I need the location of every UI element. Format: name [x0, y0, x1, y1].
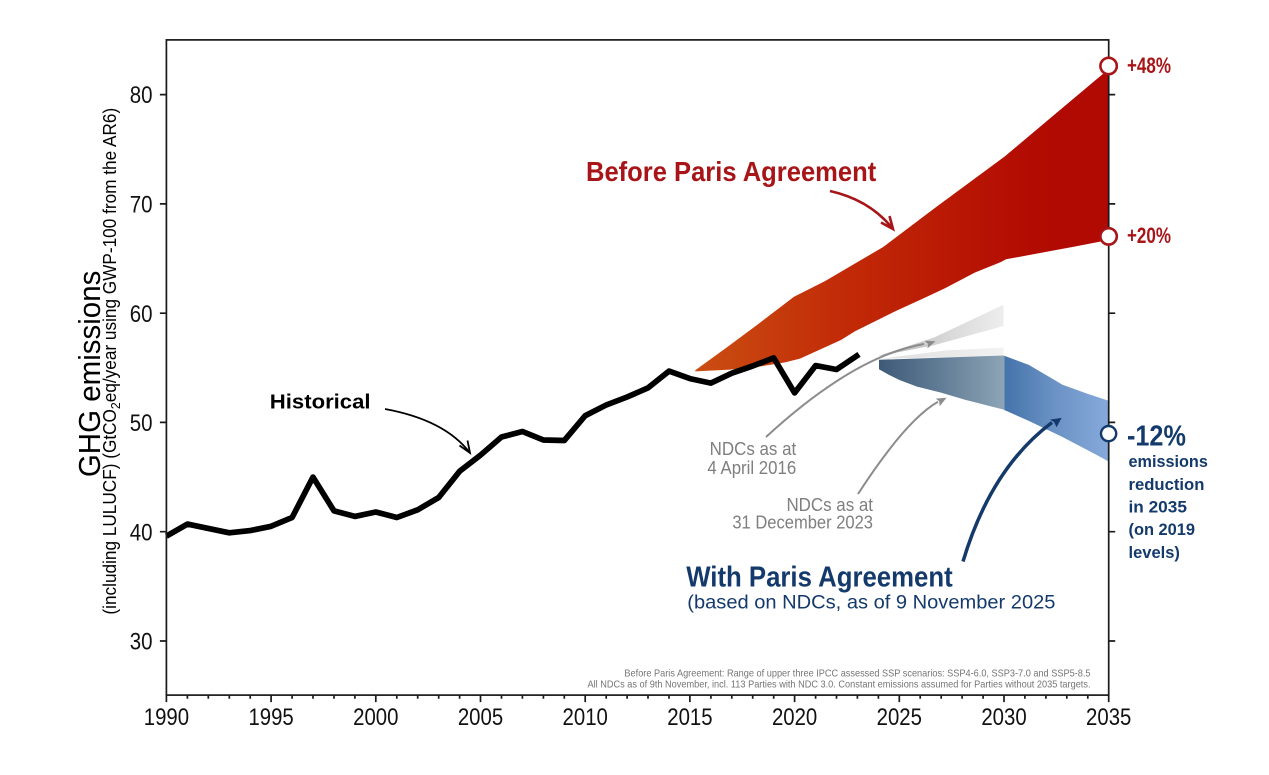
svg-text:2035: 2035: [1086, 704, 1131, 731]
svg-text:70: 70: [130, 191, 153, 218]
svg-text:1995: 1995: [248, 704, 293, 731]
svg-text:2030: 2030: [981, 704, 1026, 731]
svg-text:levels): levels): [1129, 543, 1180, 562]
svg-text:4 April 2016: 4 April 2016: [707, 458, 796, 479]
svg-text:2015: 2015: [667, 704, 712, 731]
svg-text:+20%: +20%: [1127, 224, 1171, 249]
svg-text:Before Paris Agreement: Before Paris Agreement: [586, 156, 876, 187]
svg-text:1990: 1990: [144, 704, 189, 731]
svg-text:NDCs as at: NDCs as at: [710, 438, 797, 459]
svg-text:2020: 2020: [772, 704, 817, 731]
svg-text:31 December 2023: 31 December 2023: [732, 512, 873, 533]
svg-text:30: 30: [130, 628, 153, 655]
svg-text:NDCs as at: NDCs as at: [786, 494, 873, 515]
svg-text:emissions: emissions: [1129, 452, 1208, 471]
svg-text:+48%: +48%: [1127, 54, 1171, 79]
svg-text:2010: 2010: [563, 704, 608, 731]
svg-text:40: 40: [130, 519, 153, 546]
svg-text:-12%: -12%: [1127, 419, 1186, 452]
svg-text:(including LULUCF) (GtCO2eq/ye: (including LULUCF) (GtCO2eq/year using G…: [99, 108, 123, 615]
svg-text:2005: 2005: [458, 704, 503, 731]
svg-text:All NDCs as of 9th November, i: All NDCs as of 9th November, incl. 113 P…: [587, 679, 1090, 690]
svg-text:GHG emissions: GHG emissions: [74, 271, 108, 477]
svg-text:Before Paris Agreement: Range: Before Paris Agreement: Range of upper t…: [624, 668, 1090, 679]
svg-text:2025: 2025: [877, 704, 922, 731]
svg-text:50: 50: [130, 410, 153, 437]
svg-text:80: 80: [130, 82, 153, 109]
svg-text:With Paris Agreement: With Paris Agreement: [686, 560, 952, 593]
svg-text:60: 60: [130, 300, 153, 327]
svg-text:Historical: Historical: [270, 390, 371, 413]
svg-text:(on 2019: (on 2019: [1129, 520, 1196, 539]
svg-text:reduction: reduction: [1129, 475, 1205, 494]
svg-text:(based on NDCs, as of 9 Novemb: (based on NDCs, as of 9 November 2025: [687, 592, 1055, 614]
svg-text:2000: 2000: [353, 704, 398, 731]
svg-text:in 2035: in 2035: [1129, 498, 1188, 517]
